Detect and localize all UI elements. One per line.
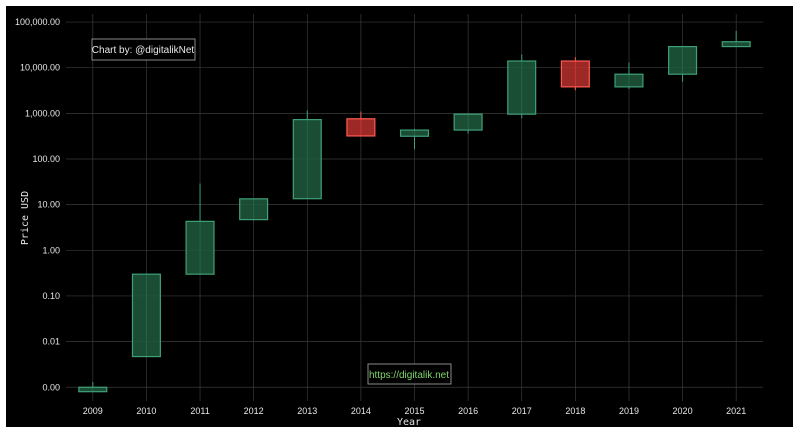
y-tick-label: 10,000.00 (20, 63, 60, 73)
x-tick-label: 2018 (565, 406, 585, 416)
candle-layer (78, 30, 751, 393)
x-tick-label: 2012 (244, 406, 264, 416)
candle-body (507, 60, 537, 115)
candle-body (560, 60, 590, 88)
candle-body (131, 273, 161, 358)
candle-body (614, 73, 644, 88)
candlestick-chart: 0.00 0.01 0.10 1.00 10.00 100.00 1,000.00 10,00… (15, 14, 763, 427)
y-tick-label: 100,000.00 (15, 17, 60, 27)
credit-box: Chart by: @digitalikNet (91, 38, 196, 61)
x-tick-label: 2014 (351, 406, 371, 416)
y-axis-title: Price USD (20, 191, 31, 245)
credit-text: Chart by: @digitalikNet (92, 45, 195, 56)
x-tick-label: 2019 (619, 406, 639, 416)
x-tick-label: 2013 (297, 406, 317, 416)
y-tick-label: 0.00 (42, 382, 60, 392)
tick-layer: 0.00 0.01 0.10 1.00 10.00 100.00 1,000.00 10,00… (15, 17, 746, 416)
x-tick-label: 2020 (673, 406, 693, 416)
y-tick-label: 1.00 (42, 245, 60, 255)
x-tick-label: 2017 (512, 406, 532, 416)
candle-body (668, 45, 698, 75)
x-tick-label: 2009 (83, 406, 103, 416)
x-tick-label: 2016 (458, 406, 478, 416)
y-tick-label: 0.10 (42, 291, 60, 301)
grid-layer (66, 14, 763, 401)
candle-body (346, 118, 376, 137)
candle-body (78, 386, 108, 393)
candle-body (185, 220, 215, 275)
x-tick-label: 2011 (190, 406, 209, 416)
candle-body (721, 41, 751, 48)
y-tick-label: 100.00 (32, 154, 60, 164)
link-text: https://digitalik.net (369, 370, 449, 381)
y-tick-label: 0.01 (42, 337, 60, 347)
candle-body (453, 113, 483, 131)
x-tick-label: 2021 (726, 406, 746, 416)
y-tick-label: 10.00 (37, 200, 60, 210)
link-box[interactable]: https://digitalik.net (367, 363, 452, 385)
candle-body (239, 198, 269, 221)
candle-body (399, 129, 430, 137)
y-tick-label: 1,000.00 (25, 108, 60, 118)
chart-frame: 0.00 0.01 0.10 1.00 10.00 100.00 1,000.00 10,00… (6, 6, 793, 427)
x-axis-title: Year (397, 417, 421, 427)
x-tick-label: 2015 (404, 406, 424, 416)
x-tick-label: 2010 (136, 406, 156, 416)
candle-body (292, 118, 322, 200)
